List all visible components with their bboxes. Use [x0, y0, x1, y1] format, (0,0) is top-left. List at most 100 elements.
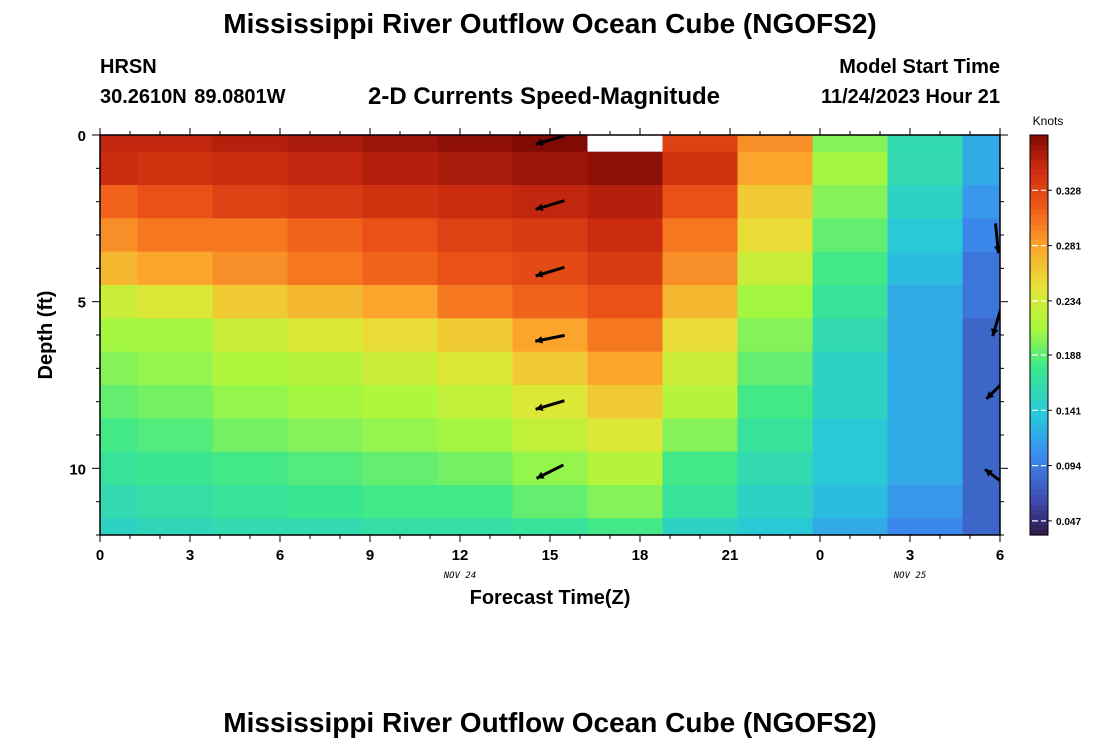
heatmap-cell — [512, 385, 588, 419]
colorbar-segment — [1030, 380, 1048, 386]
heatmap-cell — [587, 385, 663, 419]
heatmap-cell — [587, 251, 663, 286]
colorbar-segment — [1030, 470, 1048, 476]
heatmap-cell — [587, 151, 663, 186]
colorbar-segment — [1030, 140, 1048, 146]
colorbar-segment — [1030, 290, 1048, 296]
heatmap-cell — [812, 351, 888, 386]
heatmap-cell — [737, 318, 813, 353]
colorbar-segment — [1030, 475, 1048, 481]
colorbar-segment — [1030, 420, 1048, 426]
heatmap-cell — [212, 135, 288, 153]
heatmap-cell — [962, 151, 1000, 186]
heatmap-cell — [212, 385, 288, 419]
colorbar-segment — [1030, 490, 1048, 496]
heatmap-cell — [212, 218, 288, 253]
heatmap-cell — [587, 418, 663, 453]
colorbar-tick-label: 0.047 — [1056, 517, 1081, 528]
colorbar-segment — [1030, 195, 1048, 201]
heatmap-cell — [100, 351, 138, 386]
heatmap-cell — [587, 451, 663, 486]
heatmap-cell — [587, 485, 663, 519]
colorbar-segment — [1030, 410, 1048, 416]
colorbar-segment — [1030, 415, 1048, 421]
heatmap-cell — [962, 251, 1000, 286]
colorbar-segment — [1030, 375, 1048, 381]
heatmap-cell — [362, 285, 438, 319]
heatmap-cell — [137, 218, 213, 253]
colorbar-segment — [1030, 485, 1048, 491]
x-tick-label: 18 — [632, 547, 649, 564]
colorbar-segment — [1030, 525, 1048, 531]
colorbar-segment — [1030, 165, 1048, 171]
heatmap-cell — [287, 418, 363, 453]
colorbar-segment — [1030, 480, 1048, 486]
heatmap-cell — [137, 518, 213, 535]
colorbar-segment — [1030, 225, 1048, 231]
heatmap-cell — [137, 418, 213, 453]
x-date-label: NOV 25 — [893, 571, 927, 581]
heatmap-cell — [737, 485, 813, 519]
colorbar-segment — [1030, 250, 1048, 256]
model-start-label: Model Start Time — [839, 56, 1000, 78]
heatmap-cell — [587, 351, 663, 386]
heatmap-cell — [362, 151, 438, 186]
heatmap-cell — [362, 385, 438, 419]
colorbar: Knots 0.328 0.281 0.234 0.188 0.141 0.094 0.04… — [1029, 114, 1081, 536]
colorbar-segment — [1030, 235, 1048, 241]
heatmap-cell — [587, 318, 663, 353]
colorbar-segment — [1030, 295, 1048, 301]
colorbar-segment — [1030, 210, 1048, 216]
colorbar-segment — [1030, 445, 1048, 451]
heatmap-cell — [962, 285, 1000, 319]
x-tick-label: 6 — [276, 547, 284, 564]
heatmap-cell — [587, 218, 663, 253]
colorbar-segment — [1030, 175, 1048, 181]
heatmap-cell — [812, 185, 888, 219]
colorbar-segment — [1030, 310, 1048, 316]
heatmap-cell — [737, 351, 813, 386]
colorbar-segment — [1030, 495, 1048, 501]
heatmap-cell — [737, 418, 813, 453]
heatmap-cell — [362, 418, 438, 453]
colorbar-segment — [1030, 450, 1048, 456]
y-tick-label: 0 — [78, 128, 86, 145]
heatmap-cell — [662, 218, 738, 253]
heatmap-cell — [287, 251, 363, 286]
current-vector-arrow — [535, 463, 565, 480]
heatmap-cell — [662, 451, 738, 486]
colorbar-segment — [1030, 215, 1048, 221]
colorbar-tick-label: 0.234 — [1056, 297, 1081, 308]
heatmap-cell — [887, 451, 963, 486]
colorbar-segment — [1030, 200, 1048, 206]
heatmap-cell — [212, 518, 288, 535]
heatmap-cell — [662, 385, 738, 419]
y-axis-label: Depth (ft) — [35, 291, 57, 380]
heatmap-cell — [437, 135, 513, 153]
heatmap-cell — [212, 451, 288, 486]
heatmap-cell — [100, 251, 138, 286]
heatmap-cell — [662, 518, 738, 535]
colorbar-segment — [1030, 280, 1048, 286]
repeated-title: Mississippi River Outflow Ocean Cube (NG… — [223, 707, 877, 738]
heatmap-cell — [812, 385, 888, 419]
heatmap-cell — [512, 185, 588, 219]
heatmap-cell — [362, 135, 438, 153]
colorbar-tick-label: 0.281 — [1056, 242, 1081, 253]
colorbar-segment — [1030, 360, 1048, 366]
heatmap-cell — [962, 318, 1000, 353]
colorbar-segment — [1030, 190, 1048, 196]
heatmap-cell — [812, 151, 888, 186]
heatmap-cell — [212, 418, 288, 453]
heatmap-cell — [512, 485, 588, 519]
colorbar-segment — [1030, 520, 1048, 526]
current-vector-arrow — [535, 399, 565, 411]
colorbar-segment — [1030, 230, 1048, 236]
heatmap-cell — [512, 135, 588, 153]
heatmap-cell — [137, 351, 213, 386]
heatmap-cell — [887, 385, 963, 419]
heatmap-cell — [662, 351, 738, 386]
heatmap-cell — [100, 185, 138, 219]
heatmap-cell — [662, 135, 738, 153]
colorbar-segment — [1030, 455, 1048, 461]
